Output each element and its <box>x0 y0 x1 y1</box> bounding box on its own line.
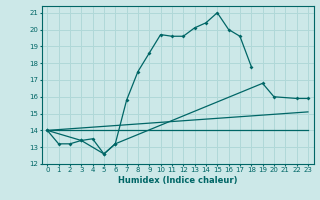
X-axis label: Humidex (Indice chaleur): Humidex (Indice chaleur) <box>118 176 237 185</box>
